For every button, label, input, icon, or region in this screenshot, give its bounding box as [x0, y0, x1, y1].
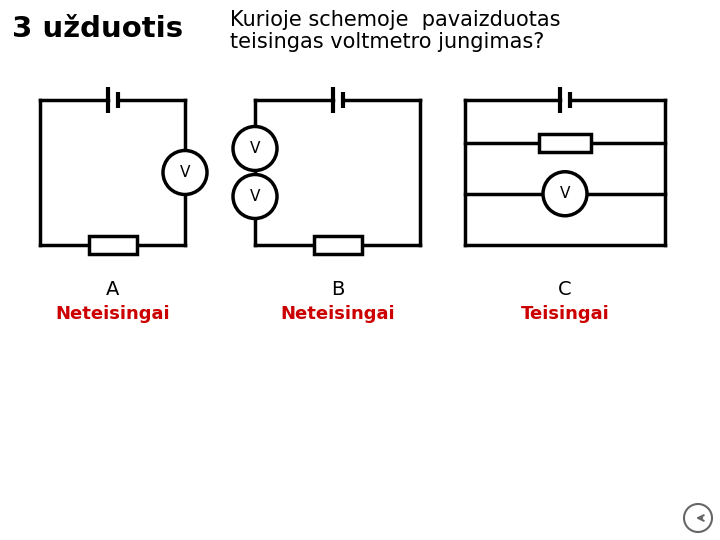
Text: Neteisingai: Neteisingai: [280, 305, 395, 323]
Text: teisingas voltmetro jungimas?: teisingas voltmetro jungimas?: [230, 32, 544, 52]
Circle shape: [163, 151, 207, 194]
Text: C: C: [558, 280, 572, 299]
Text: B: B: [330, 280, 344, 299]
Circle shape: [543, 172, 587, 216]
Circle shape: [233, 126, 277, 171]
Bar: [313, 236, 361, 254]
Text: V: V: [250, 141, 260, 156]
Text: V: V: [560, 186, 570, 201]
Bar: [539, 133, 591, 152]
Circle shape: [233, 174, 277, 219]
Text: A: A: [106, 280, 120, 299]
Circle shape: [684, 504, 712, 532]
Text: Neteisingai: Neteisingai: [55, 305, 170, 323]
Text: V: V: [250, 189, 260, 204]
Text: Kurioje schemoje  pavaizduotas: Kurioje schemoje pavaizduotas: [230, 10, 560, 30]
Bar: [89, 236, 137, 254]
Text: Teisingai: Teisingai: [521, 305, 609, 323]
Text: V: V: [180, 165, 190, 180]
Text: 3 užduotis: 3 užduotis: [12, 15, 183, 43]
